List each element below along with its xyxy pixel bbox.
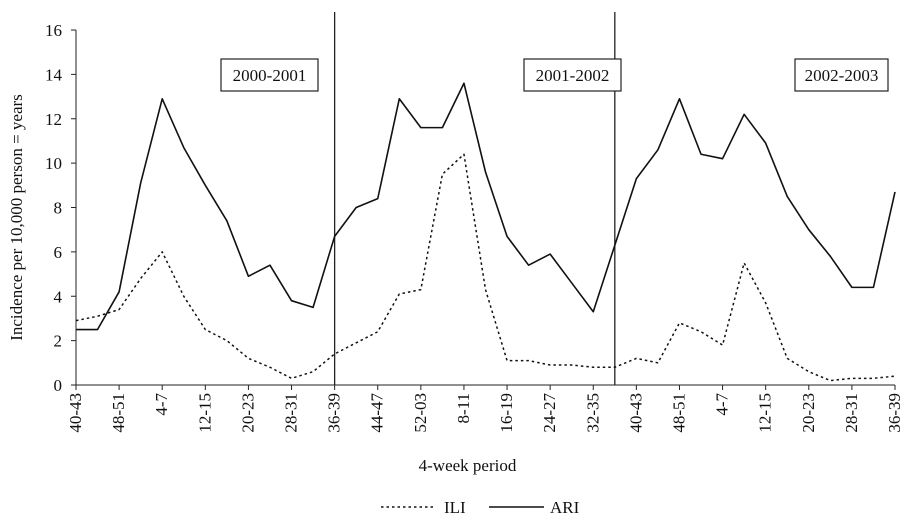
x-tick-label: 40-43 (626, 393, 645, 433)
x-tick-label: 12-15 (195, 393, 214, 433)
legend-label-ili: ILI (444, 498, 466, 517)
y-tick-label: 12 (45, 110, 62, 129)
x-axis-title: 4-week period (419, 456, 517, 475)
x-tick-label: 4-7 (713, 393, 732, 416)
x-tick-label: 28-31 (282, 393, 301, 433)
x-tick-label: 40-43 (66, 393, 85, 433)
x-tick-label: 16-19 (497, 393, 516, 433)
season-label: 2000-2001 (233, 66, 307, 85)
x-tick-label: 12-15 (756, 393, 775, 433)
x-tick-label: 32-35 (583, 393, 602, 433)
y-tick-label: 16 (45, 21, 62, 40)
series-line-ari (76, 82, 896, 331)
y-tick-label: 10 (45, 154, 62, 173)
y-tick-label: 2 (54, 332, 63, 351)
legend-label-ari: ARI (550, 498, 580, 517)
x-tick-label: 36-39 (325, 393, 344, 433)
series-line-ili (75, 153, 896, 382)
season-label-box (523, 58, 622, 92)
x-tick-label: 48-51 (109, 393, 128, 433)
y-tick-label: 8 (54, 199, 63, 218)
y-tick-label: 14 (45, 65, 63, 84)
y-tick-label: 0 (54, 376, 63, 395)
x-tick-label: 20-23 (238, 393, 257, 433)
x-tick-label: 20-23 (799, 393, 818, 433)
x-tick-label: 52-03 (411, 393, 430, 433)
season-label-box (220, 58, 319, 92)
y-tick-label: 4 (54, 287, 63, 306)
y-axis-title: Incidence per 10,000 person = years (7, 94, 26, 341)
season-label: 2001-2002 (536, 66, 610, 85)
x-tick-label: 24-27 (540, 393, 559, 433)
x-tick-label: 28-31 (842, 393, 861, 433)
x-tick-label: 44-47 (368, 393, 387, 433)
y-tick-label: 6 (54, 243, 63, 262)
x-tick-label: 8-11 (454, 393, 473, 424)
season-label-box (794, 58, 889, 92)
x-tick-label: 4-7 (152, 393, 171, 416)
x-tick-label: 36-39 (885, 393, 904, 433)
x-tick-label: 48-51 (669, 393, 688, 433)
season-label: 2002-2003 (805, 66, 879, 85)
